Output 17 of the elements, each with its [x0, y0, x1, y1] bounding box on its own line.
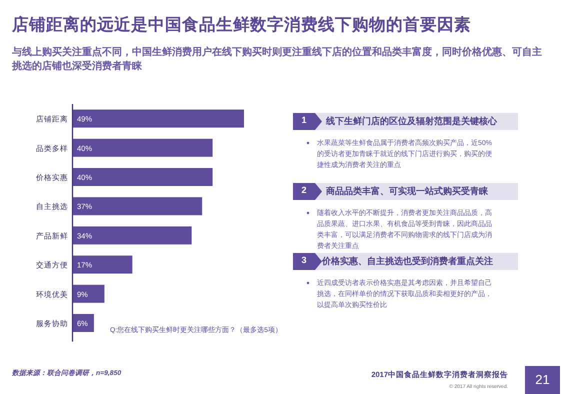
bar — [73, 226, 192, 244]
bar — [73, 168, 213, 186]
bar — [73, 138, 213, 157]
bar — [73, 314, 94, 332]
bar — [73, 284, 104, 303]
text: 3 — [300, 255, 308, 265]
text: 21 — [534, 372, 551, 387]
text: 价格实惠、自主挑选也受到消费者重点关注 — [322, 255, 493, 268]
text: 商品品类丰富、可实现一站式购买受青睐 — [326, 185, 488, 198]
text: 2 — [300, 185, 308, 195]
text: 线下生鲜门店的区位及辐射范围是关键核心 — [326, 115, 497, 128]
text: 1 — [300, 115, 308, 125]
bar — [73, 110, 244, 128]
bar — [73, 197, 202, 216]
chart-title: 店铺距离的远近是中国食品生鲜数字消费线下购物的首要因素 — [12, 14, 471, 36]
text: 与线上购买关注重点不同，中国生鲜消费用户在线下购买时则更注重线下店的位置和品类丰富度，同时价格优惠、可自主挑选的店铺也深受消费者青睐 — [12, 46, 542, 74]
bar — [73, 256, 132, 274]
